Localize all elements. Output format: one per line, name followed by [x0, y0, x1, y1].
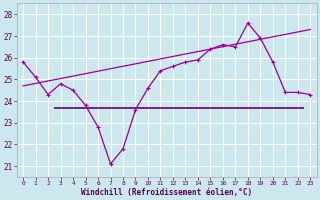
X-axis label: Windchill (Refroidissement éolien,°C): Windchill (Refroidissement éolien,°C) [81, 188, 252, 197]
